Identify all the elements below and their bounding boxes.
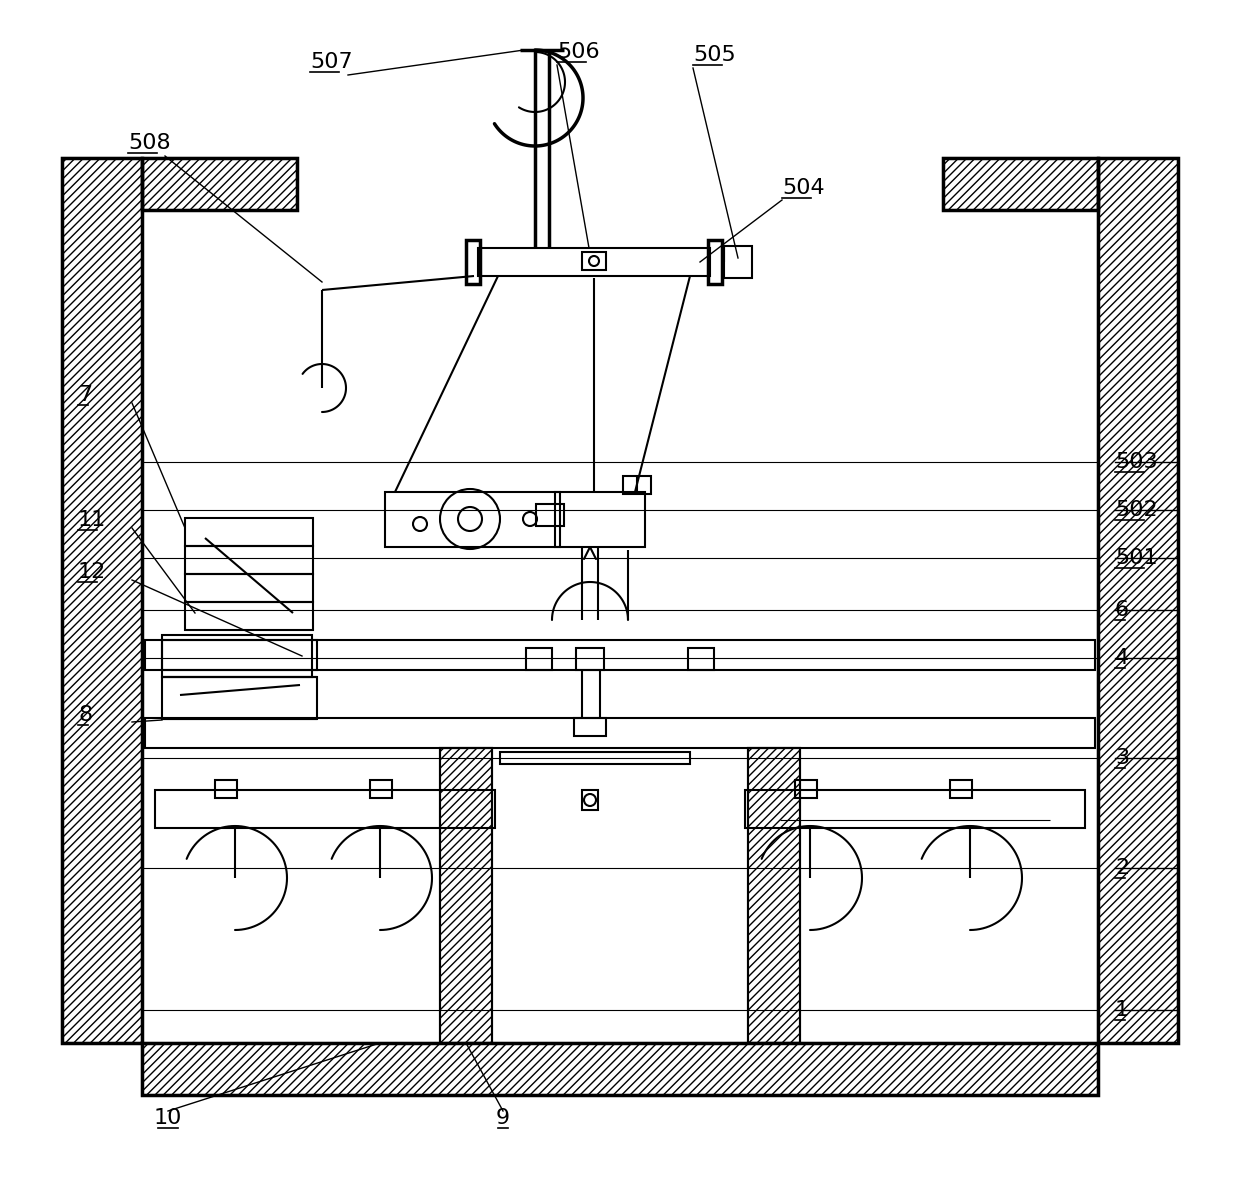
Bar	[62, 159, 143, 1043]
Text: 7: 7	[78, 385, 92, 405]
Bar	[185, 575, 312, 602]
Text: 502: 502	[1115, 499, 1158, 520]
Bar	[62, 159, 143, 1043]
Bar	[745, 790, 1085, 828]
Bar	[582, 252, 606, 271]
Bar	[708, 240, 722, 284]
Bar	[950, 780, 972, 797]
Bar	[582, 790, 598, 811]
Bar	[724, 246, 751, 278]
Text: 506: 506	[557, 42, 600, 62]
Bar	[622, 476, 651, 493]
Text: 505: 505	[693, 45, 735, 66]
Bar	[155, 790, 495, 828]
Text: 4: 4	[1115, 648, 1130, 668]
Bar	[185, 602, 312, 631]
Text: 8: 8	[78, 704, 92, 725]
Bar	[145, 718, 1095, 749]
Bar	[574, 718, 606, 735]
Text: 501: 501	[1115, 548, 1158, 569]
Bar	[688, 648, 714, 670]
Bar	[500, 752, 689, 764]
Text: 10: 10	[154, 1109, 182, 1128]
Bar	[1097, 159, 1178, 1043]
Bar	[215, 780, 237, 797]
Bar	[162, 635, 312, 677]
Bar	[795, 780, 817, 797]
Text: 507: 507	[310, 52, 352, 72]
Bar	[1097, 159, 1178, 1043]
Text: 2: 2	[1115, 858, 1130, 879]
Bar	[577, 648, 604, 670]
Bar	[185, 546, 312, 575]
Text: 503: 503	[1115, 452, 1158, 472]
Bar	[440, 749, 492, 1043]
Text: 12: 12	[78, 561, 107, 582]
Bar	[143, 159, 298, 210]
Bar	[942, 159, 1097, 210]
Bar	[185, 519, 312, 546]
Bar	[145, 640, 1095, 670]
Bar	[370, 780, 392, 797]
Bar	[748, 749, 800, 1043]
Text: 1: 1	[1115, 1000, 1130, 1020]
Text: 11: 11	[78, 510, 107, 530]
Bar	[942, 159, 1097, 210]
Text: 9: 9	[496, 1109, 510, 1128]
Text: 508: 508	[128, 134, 171, 153]
Bar	[143, 1043, 1097, 1095]
Text: 3: 3	[1115, 749, 1130, 768]
Text: 504: 504	[782, 178, 825, 198]
Bar	[162, 677, 317, 719]
Bar	[143, 159, 298, 210]
Bar	[162, 640, 317, 670]
Bar	[466, 240, 480, 284]
Bar	[536, 504, 564, 526]
Bar	[143, 1043, 1097, 1095]
Bar	[384, 492, 560, 547]
Text: 6: 6	[1115, 600, 1130, 620]
Bar	[556, 492, 645, 547]
Bar	[440, 749, 492, 1043]
Bar	[477, 248, 711, 277]
Bar	[526, 648, 552, 670]
Bar	[748, 749, 800, 1043]
